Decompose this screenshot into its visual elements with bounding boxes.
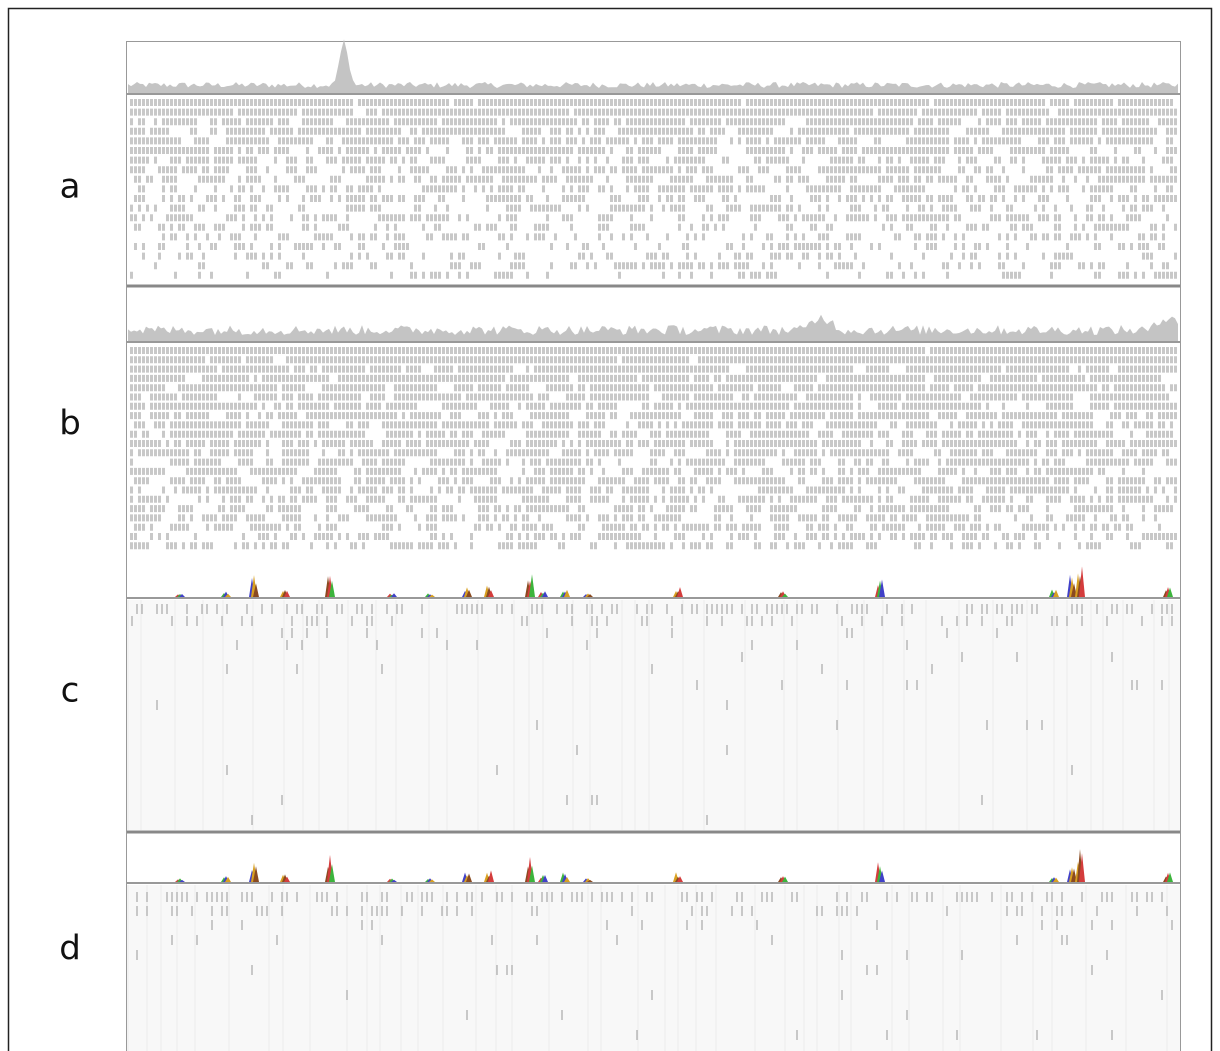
read-row <box>134 477 1177 484</box>
figure: a b c d <box>0 0 1220 1051</box>
panel-label: b <box>59 404 81 444</box>
panel-label: d <box>59 929 81 969</box>
read-area <box>127 600 1180 830</box>
panel-label: c <box>61 671 80 711</box>
read-row <box>130 137 1173 144</box>
browser-figure: a b c d <box>0 0 1220 1051</box>
read-row <box>130 99 1173 106</box>
panel-label: a <box>60 167 81 207</box>
